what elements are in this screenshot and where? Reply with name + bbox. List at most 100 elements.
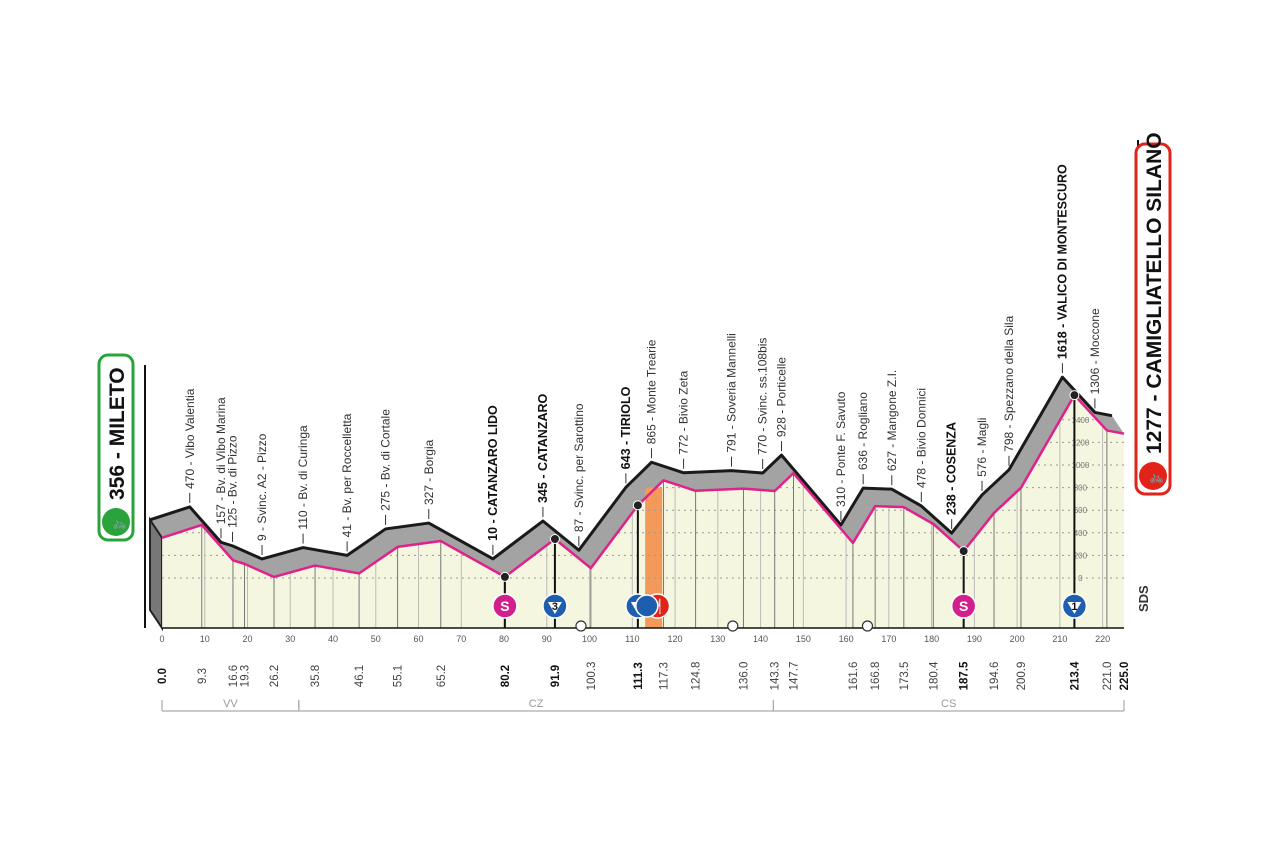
- x-tick-label: 100: [582, 634, 597, 644]
- place-label: 87 - Svinc. per Sarottino: [572, 403, 586, 532]
- x-tick-label: 140: [753, 634, 768, 644]
- km-label: 225.0: [1119, 662, 1131, 691]
- place-labels: 470 - Vibo Valentia 157 - Bv. di Vibo Mar…: [183, 164, 1102, 555]
- place-label: 238 - COSENZA: [945, 422, 959, 515]
- x-tick-label: 10: [200, 634, 210, 644]
- km-label: 65.2: [436, 665, 448, 687]
- elevation-tick-label: 800: [1074, 484, 1088, 493]
- x-tick-label: 110: [625, 634, 639, 644]
- km-label: 117.3: [659, 662, 671, 690]
- place-label: 636 - Rogliano: [856, 392, 870, 470]
- elevation-tick-label: 1200: [1072, 438, 1090, 447]
- place-label: 327 - Borgia: [422, 439, 436, 505]
- route-line: [161, 393, 1125, 579]
- marker-dot: [549, 534, 560, 545]
- km-label: 213.4: [1069, 661, 1081, 690]
- profile-side-wall: [149, 516, 163, 632]
- profile-fill: [162, 395, 1124, 628]
- km-label: 194.6: [989, 662, 1001, 691]
- level-crossing-icon: [727, 620, 739, 632]
- x-tick-label: 210: [1052, 634, 1067, 644]
- sprint-marker-icon: [492, 593, 518, 619]
- province-code: CZ: [529, 698, 544, 710]
- start-badge: 🚲 356 - MILETO: [97, 353, 135, 542]
- finish-label: 1277 - CAMIGLIATELLO SILANO: [1143, 132, 1166, 454]
- x-tick-label: 20: [243, 634, 253, 644]
- x-tick-label: 170: [881, 634, 896, 644]
- place-label: 275 - Bv. di Cortale: [379, 409, 393, 511]
- marker-dot: [499, 571, 510, 582]
- km-label: 16.6: [228, 665, 240, 687]
- km-label: 111.3: [633, 662, 645, 690]
- km-label: 161.6: [848, 662, 860, 691]
- km-label: 147.7: [788, 662, 800, 691]
- marker-dot: [1069, 390, 1080, 401]
- km-label: 9.3: [197, 668, 209, 684]
- km-label: 0.0: [157, 668, 169, 684]
- place-label: 865 - Monte Trearie: [645, 339, 659, 444]
- km-label: 166.8: [870, 662, 882, 691]
- km-label: 55.1: [393, 665, 405, 687]
- finish-badge-frame: [1134, 142, 1172, 496]
- place-label: 772 - Bivio Zeta: [677, 370, 691, 454]
- kom-marker-icon: [635, 594, 659, 618]
- finish-badge: 🚲 1277 - CAMIGLIATELLO SILANO: [1134, 132, 1172, 496]
- km-label: 173.5: [899, 662, 911, 691]
- sprint-marker-text: S: [959, 598, 968, 614]
- x-tick-label: 60: [414, 634, 424, 644]
- tunnel-icon: [575, 620, 587, 632]
- place-label: 643 - TIRIOLO: [619, 386, 633, 469]
- km-label: 143.3: [770, 662, 782, 691]
- place-label: 576 - Magli: [975, 418, 989, 477]
- x-tick-label: 70: [456, 634, 466, 644]
- x-tick-label: 160: [839, 634, 854, 644]
- feed-zone-band: [645, 487, 663, 628]
- km-label: 46.1: [354, 665, 366, 687]
- province-bar: VV CZ CS: [161, 698, 1125, 712]
- sprint-marker-icon: [950, 593, 977, 619]
- place-label: 345 - CATANZARO: [536, 393, 550, 503]
- x-axis: 0 10 20 30 40 50 60 70 80 90 100 110 120 130 140 150 160…: [157, 627, 1131, 691]
- place-label: 1618 - VALICO DI MONTESCURO: [1055, 164, 1069, 359]
- km-label: 100.3: [586, 662, 598, 691]
- x-tick-label: 180: [924, 634, 939, 644]
- place-label: 791 - Soveria Mannelli: [724, 333, 738, 452]
- x-tick-label: 190: [967, 634, 982, 644]
- start-badge-frame: [97, 353, 135, 542]
- elevation-tick-label: 1400: [1072, 416, 1090, 425]
- cyclist-icon: [1139, 462, 1167, 490]
- start-label: 356 - MILETO: [106, 367, 129, 500]
- sprint-marker-text: S: [500, 598, 509, 614]
- km-label: 91.9: [550, 665, 562, 687]
- sds-logo: SDS: [1136, 585, 1151, 612]
- km-label: 35.8: [310, 665, 322, 687]
- province-code: CS: [941, 698, 956, 710]
- place-label: 478 - Bivio Donnici: [914, 388, 928, 488]
- elevation-tick-label: 600: [1074, 506, 1088, 515]
- x-tick-label: 80: [499, 634, 509, 644]
- km-label: 187.5: [959, 661, 971, 690]
- place-label: 627 - Mangone Z.I.: [885, 370, 899, 471]
- place-label: 157 - Bv. di Vibo Marina: [214, 397, 228, 524]
- elevation-tick-label: 400: [1074, 529, 1088, 538]
- km-label: 26.2: [269, 665, 281, 687]
- km-label: 124.8: [691, 662, 703, 691]
- elevation-tick-label: 1000: [1072, 461, 1090, 470]
- place-label: 470 - Vibo Valentia: [183, 388, 197, 489]
- markers: S33🍴S1: [492, 390, 1088, 632]
- province-code: VV: [223, 698, 238, 710]
- x-tick-label: 120: [668, 634, 683, 644]
- x-tick-label: 220: [1095, 634, 1110, 644]
- level-crossing-icon: [861, 620, 874, 632]
- kom-triangle-icon: [1067, 602, 1082, 614]
- kom-marker-text: 1: [1071, 601, 1077, 613]
- x-tick-label: 90: [542, 634, 552, 644]
- km-label: 136.0: [738, 662, 750, 691]
- x-tick-label: 0: [159, 634, 164, 644]
- x-tick-label: 130: [710, 634, 725, 644]
- kom-marker-text: 3: [552, 601, 558, 613]
- km-label: 221.0: [1102, 662, 1114, 691]
- km-label: 180.4: [928, 661, 940, 690]
- x-tick-label: 150: [796, 634, 811, 644]
